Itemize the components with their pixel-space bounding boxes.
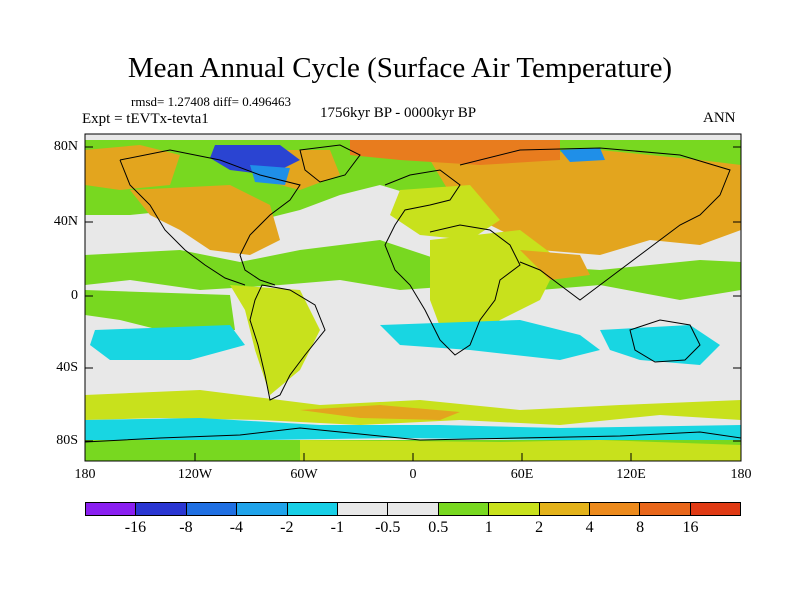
colorbar-label: -2	[280, 519, 294, 536]
anomaly-region	[390, 185, 500, 240]
anomaly-region	[520, 250, 590, 280]
anomaly-region	[85, 240, 741, 300]
x-axis-label-60w: 60W	[290, 467, 318, 482]
colorbar-box	[438, 503, 490, 515]
season-label: ANN	[703, 110, 736, 126]
colorbar-label: -0.5	[375, 519, 401, 536]
anomaly-region	[430, 230, 560, 350]
colorbar-label: 8	[636, 519, 645, 536]
colorbar-box	[690, 503, 741, 515]
anomaly-region	[85, 390, 741, 425]
anomaly-region	[230, 285, 320, 395]
y-axis-label-40n: 40N	[53, 214, 78, 229]
y-axis-label-80n: 80N	[53, 139, 78, 154]
x-axis-label-180w: 180	[74, 467, 96, 482]
experiment-label: Expt = tEVTx-tevta1	[82, 111, 209, 127]
x-axis-label-120w: 120W	[177, 467, 213, 482]
anomaly-region	[300, 440, 741, 461]
x-axis-label-120e: 120E	[616, 467, 646, 482]
y-axis-label-0: 0	[71, 288, 78, 303]
y-axis-label-40s: 40S	[56, 360, 78, 375]
colorbar-box	[337, 503, 389, 515]
colorbar	[85, 502, 741, 516]
chart-title: Mean Annual Cycle (Surface Air Temperatu…	[127, 52, 673, 84]
period-label: 1756kyr BP - 0000kyr BP	[320, 105, 477, 121]
stats-label: rmsd= 1.27408 diff= 0.496463	[131, 94, 291, 109]
anomaly-region	[85, 418, 741, 440]
coastline	[249, 284, 326, 401]
colorbar-box	[186, 503, 238, 515]
coastline	[629, 319, 701, 363]
colorbar-label: 1	[484, 519, 493, 536]
anomaly-region	[250, 165, 290, 185]
colorbar-box	[136, 503, 187, 515]
coastline	[119, 149, 301, 286]
colorbar-label: 0.5	[428, 519, 449, 536]
colorbar-box	[86, 503, 137, 515]
colorbar-box	[640, 503, 691, 515]
colorbar-box	[237, 503, 288, 515]
x-axis-label-180e: 180	[730, 467, 752, 482]
colorbar-label: -1	[330, 519, 344, 536]
colorbar-label: 16	[682, 519, 699, 536]
anomaly-region	[85, 290, 235, 335]
colorbar-box	[388, 503, 439, 515]
colorbar-label: -8	[179, 519, 193, 536]
anomaly-region	[350, 140, 560, 165]
anomaly-region	[430, 150, 741, 255]
x-axis-label-0: 0	[409, 467, 417, 482]
colorbar-box	[589, 503, 641, 515]
coastline	[119, 159, 246, 286]
coastline	[384, 169, 521, 356]
y-axis-label-80s: 80S	[56, 433, 78, 448]
anomaly-region	[90, 325, 245, 360]
colorbar-box	[287, 503, 338, 515]
coastline	[459, 147, 731, 301]
colorbar-label: -4	[229, 519, 244, 536]
anomaly-region	[560, 148, 605, 162]
colorbar-label: 4	[585, 519, 594, 536]
x-axis-label-60e: 60E	[510, 467, 534, 482]
colorbar-box	[539, 503, 590, 515]
colorbar-box	[489, 503, 540, 515]
coastline	[299, 144, 361, 183]
anomaly-region	[130, 185, 280, 255]
coastline	[85, 427, 741, 443]
anomaly-region	[300, 405, 460, 420]
anomaly-region	[85, 145, 180, 190]
colorbar-label: 2	[535, 519, 544, 536]
colorbar-label: -16	[124, 519, 147, 536]
